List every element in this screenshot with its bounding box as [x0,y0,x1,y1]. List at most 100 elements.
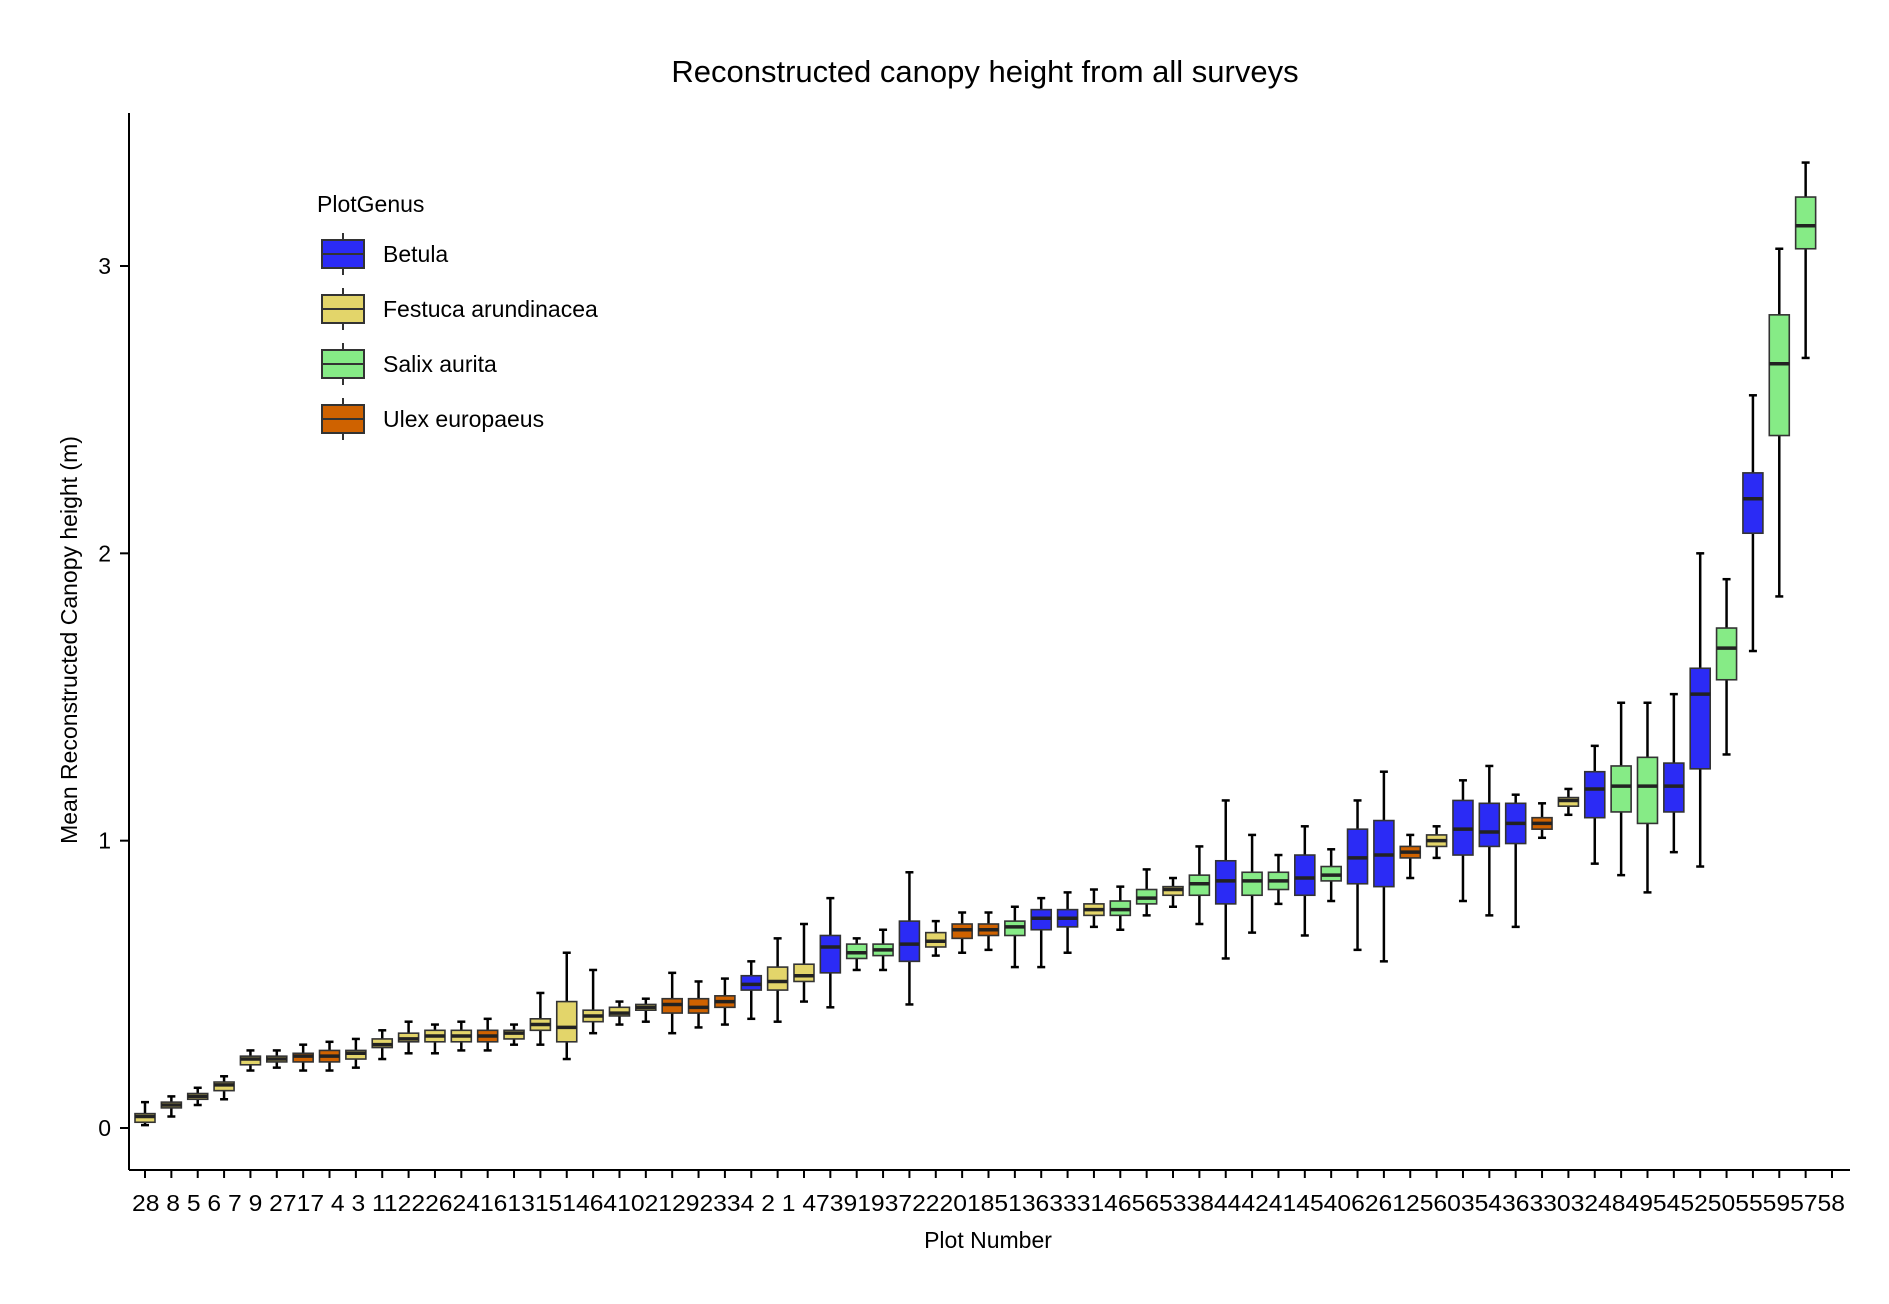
box-plot-23 [714,977,736,1026]
legend-label: Salix aurita [383,351,497,377]
box-plot-26 [1373,770,1395,963]
box-iqr [1742,472,1764,535]
box-plot-3 [371,1029,394,1061]
box-plot-4 [345,1037,367,1069]
box-plot-44 [1214,799,1237,960]
legend-item-festuca-arundinacea: Festuca arundinacea [321,288,598,330]
box-iqr [1715,627,1738,681]
box-plot-18 [977,911,1000,952]
box-plot-33 [1056,891,1079,954]
y-tick-label: 2 [98,540,111,566]
box-iqr [1583,770,1606,819]
box-plot-22 [924,919,947,957]
box-iqr [819,934,842,974]
box-plot-6 [213,1075,235,1101]
legend-label: Betula [383,241,448,267]
y-tick-label: 0 [98,1115,111,1141]
legend-label: Festuca arundinacea [383,296,598,322]
box-plot-15 [555,951,578,1061]
box-plot-40 [1320,848,1342,903]
box-plot-55 [1742,394,1764,653]
chart-title: Reconstructed canopy height from all sur… [671,54,1298,89]
x-tick-labels: 28 8 5 6 7 9 2717 4 3 112226241613151464… [132,1190,1845,1216]
box-plot-30 [1557,787,1580,817]
box-plot-6 [1346,799,1369,952]
box-plot-38 [1188,845,1211,926]
box-plot-56 [1425,825,1448,860]
box-plot-29 [687,980,710,1029]
box-plot-48 [1610,701,1632,877]
box-plot-54 [1663,692,1685,854]
boxes-group [134,161,1817,1127]
legend-item-salix-aurita: Salix aurita [321,343,497,385]
legend-title: PlotGenus [317,191,424,217]
box-plot-31 [1083,888,1105,929]
box-iqr [1241,871,1263,897]
box-plot-64 [608,1000,631,1026]
legend: PlotGenus Betula Festuca arundinacea Salix… [317,191,598,440]
box-plot-53 [1162,876,1184,909]
box-plot-13 [529,991,552,1046]
box-plot-17 [318,1040,341,1072]
y-tick-label: 1 [98,828,111,854]
box-iqr [555,1000,578,1043]
box-plot-36 [1030,896,1053,969]
box-plot-50 [1715,577,1738,756]
box-plot-56 [1135,868,1158,917]
box-plot-37 [898,871,921,1006]
y-tick-label: 3 [98,253,111,279]
box-plot-32 [1583,744,1606,865]
box-plot-27 [292,1043,314,1072]
box-iqr [1689,667,1712,770]
box-plot-12 [1399,833,1422,880]
box-plot-7 [239,1049,262,1072]
box-iqr [766,966,789,991]
box-plot-45 [1294,825,1316,937]
box-plot-1 [793,922,815,1003]
box-plot-20 [951,911,973,954]
box-plot-41 [1267,853,1290,906]
box-plot-35 [1478,764,1501,917]
box-iqr [1768,314,1791,437]
x-tick-labels-row: 28 8 5 6 7 9 2717 4 3 112226241613151464… [132,1190,1845,1216]
y-axis: 0 1 2 3 [98,113,130,1170]
box-plot-9 [265,1049,288,1069]
legend-item-betula: Betula [321,233,448,275]
box-plot-8 [160,1095,183,1118]
box-plot-11 [397,1020,420,1055]
box-plot-57 [1794,161,1817,360]
box-iqr [1478,802,1501,848]
box-iqr [1636,756,1659,825]
legend-item-ulex-europaeus: Ulex europaeus [321,398,544,440]
box-plot-47 [819,896,842,1009]
box-iqr [1794,196,1817,250]
box-plot-24 [476,1017,499,1052]
box-plot-49 [1636,701,1659,894]
box-plot-14 [582,968,604,1035]
box-iqr [793,963,815,983]
box-iqr [1294,854,1316,897]
box-plot-39 [845,937,868,972]
box-plot-46 [1109,885,1132,931]
box-plot-26 [450,1020,473,1052]
box-plot-16 [503,1023,525,1046]
box-plot-52 [1689,552,1712,868]
y-axis-label: Mean Reconstructed Canopy height (m) [56,436,82,844]
box-iqr [1610,765,1632,813]
legend-label: Ulex europaeus [383,406,544,432]
box-plot-5 [186,1086,209,1107]
x-axis-label: Plot Number [924,1227,1052,1253]
box-plot-51 [1004,905,1026,969]
box-plot-19 [872,928,894,972]
box-plot-2 [766,937,789,1023]
box-iqr [898,920,921,963]
box-plot-43 [1504,793,1527,929]
box-plot-0 [1452,779,1474,903]
box-plot-10 [635,997,657,1023]
box-plot-59 [1768,247,1791,598]
box-plot-22 [424,1023,446,1055]
box-plot-28 [134,1100,156,1127]
box-plot-34 [740,960,763,1021]
